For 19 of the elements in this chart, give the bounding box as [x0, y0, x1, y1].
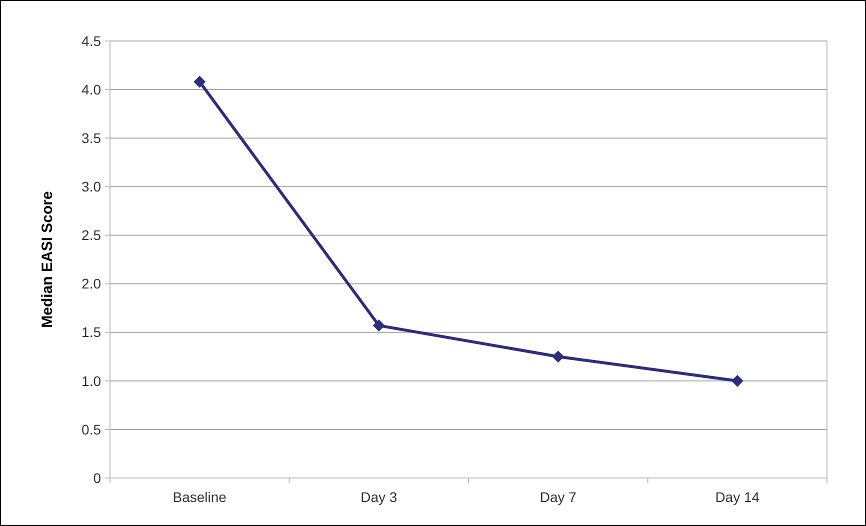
y-tick-label: 2.0: [82, 276, 102, 292]
point: [194, 76, 206, 88]
y-tick-label: 3.5: [82, 130, 102, 146]
y-tick-label: 3.0: [82, 178, 102, 195]
point: [372, 320, 385, 332]
y-tick-label: 4.5: [82, 32, 102, 49]
y-tick-label: 0: [93, 470, 102, 486]
x-tick-label: Day 7: [540, 489, 577, 505]
point: [552, 350, 564, 363]
point: [731, 374, 744, 387]
y-tick-label: 0.5: [82, 421, 102, 438]
y-tick-label: 2.5: [82, 227, 102, 244]
y-tick-label: 4.0: [82, 81, 102, 98]
y-tick-label: 1.0: [82, 372, 102, 389]
x-tick-label: Baseline: [172, 489, 227, 505]
x-tick-label: Day 3: [360, 489, 398, 505]
y-tick-label: 1.5: [82, 324, 102, 340]
y-axis-title: Median EASI Score: [39, 191, 56, 328]
x-tick-label: Day 14: [715, 489, 760, 505]
